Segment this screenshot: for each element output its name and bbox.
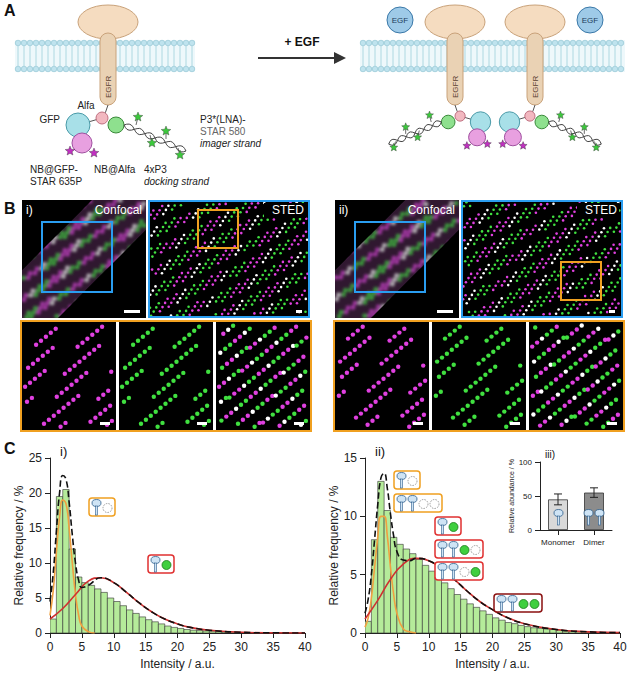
svg-text:5: 5 bbox=[350, 568, 357, 582]
svg-text:NB@GFP-: NB@GFP- bbox=[30, 164, 78, 175]
svg-text:0: 0 bbox=[362, 640, 369, 654]
svg-text:P3*(LNA)-: P3*(LNA)- bbox=[200, 114, 246, 125]
svg-text:35: 35 bbox=[581, 640, 595, 654]
svg-text:10: 10 bbox=[29, 556, 43, 570]
svg-text:0: 0 bbox=[47, 640, 54, 654]
svg-text:GFP: GFP bbox=[39, 114, 60, 125]
svg-text:EGFR: EGFR bbox=[531, 76, 540, 98]
svg-text:Confocal: Confocal bbox=[95, 203, 142, 217]
svg-text:40: 40 bbox=[613, 640, 627, 654]
svg-text:100: 100 bbox=[519, 458, 533, 467]
svg-text:iii): iii) bbox=[545, 449, 555, 460]
svg-text:STED: STED bbox=[272, 203, 304, 217]
svg-text:15: 15 bbox=[29, 521, 43, 535]
svg-text:10: 10 bbox=[107, 640, 121, 654]
svg-text:A: A bbox=[4, 2, 16, 19]
svg-text:STED: STED bbox=[585, 203, 617, 217]
html-text:C: C bbox=[4, 440, 16, 457]
svg-text:B: B bbox=[4, 200, 16, 217]
svg-text:5: 5 bbox=[79, 640, 86, 654]
svg-text:Relative frequency / %: Relative frequency / % bbox=[327, 485, 341, 605]
svg-text:Relative abundance / %: Relative abundance / % bbox=[508, 459, 515, 533]
svg-text:15: 15 bbox=[344, 451, 358, 465]
svg-text:Intensity / a.u.: Intensity / a.u. bbox=[140, 657, 215, 671]
svg-text:Dimer: Dimer bbox=[583, 538, 605, 547]
svg-text:50: 50 bbox=[523, 492, 532, 501]
svg-text:STAR 635P: STAR 635P bbox=[30, 176, 82, 187]
svg-text:20: 20 bbox=[29, 486, 43, 500]
svg-text:30: 30 bbox=[550, 640, 564, 654]
svg-text:10: 10 bbox=[422, 640, 436, 654]
svg-text:15: 15 bbox=[454, 640, 468, 654]
svg-text:EGFR: EGFR bbox=[104, 76, 113, 98]
svg-text:25: 25 bbox=[518, 640, 532, 654]
svg-text:0: 0 bbox=[35, 626, 42, 640]
svg-text:30: 30 bbox=[235, 640, 249, 654]
svg-text:40: 40 bbox=[298, 640, 312, 654]
svg-text:25: 25 bbox=[203, 640, 217, 654]
svg-text:Confocal: Confocal bbox=[408, 203, 455, 217]
svg-text:25: 25 bbox=[29, 451, 43, 465]
svg-text:NB@Alfa: NB@Alfa bbox=[94, 164, 136, 175]
svg-text:STAR 580: STAR 580 bbox=[200, 126, 246, 137]
svg-text:10: 10 bbox=[344, 509, 358, 523]
svg-text:20: 20 bbox=[486, 640, 500, 654]
svg-text:docking strand: docking strand bbox=[144, 176, 209, 187]
svg-text:Relative frequency / %: Relative frequency / % bbox=[12, 485, 26, 605]
svg-text:4xP3: 4xP3 bbox=[144, 164, 167, 175]
svg-text:imager strand: imager strand bbox=[200, 138, 262, 149]
svg-text:EGF: EGF bbox=[582, 16, 599, 25]
svg-text:+ EGF: + EGF bbox=[284, 35, 319, 49]
svg-text:5: 5 bbox=[35, 591, 42, 605]
svg-text:ii): ii) bbox=[339, 203, 348, 217]
svg-text:EGF: EGF bbox=[392, 16, 409, 25]
svg-text:i): i) bbox=[26, 203, 33, 217]
svg-text:Alfa: Alfa bbox=[77, 100, 95, 111]
svg-text:5: 5 bbox=[394, 640, 401, 654]
svg-text:35: 35 bbox=[266, 640, 280, 654]
svg-text:0: 0 bbox=[350, 626, 357, 640]
svg-text:15: 15 bbox=[139, 640, 153, 654]
svg-text:Monomer: Monomer bbox=[541, 538, 575, 547]
svg-text:20: 20 bbox=[171, 640, 185, 654]
svg-text:EGFR: EGFR bbox=[451, 76, 460, 98]
svg-text:i): i) bbox=[60, 444, 67, 459]
svg-text:ii): ii) bbox=[375, 444, 385, 459]
svg-text:Intensity / a.u.: Intensity / a.u. bbox=[455, 657, 530, 671]
svg-text:0: 0 bbox=[528, 526, 533, 535]
